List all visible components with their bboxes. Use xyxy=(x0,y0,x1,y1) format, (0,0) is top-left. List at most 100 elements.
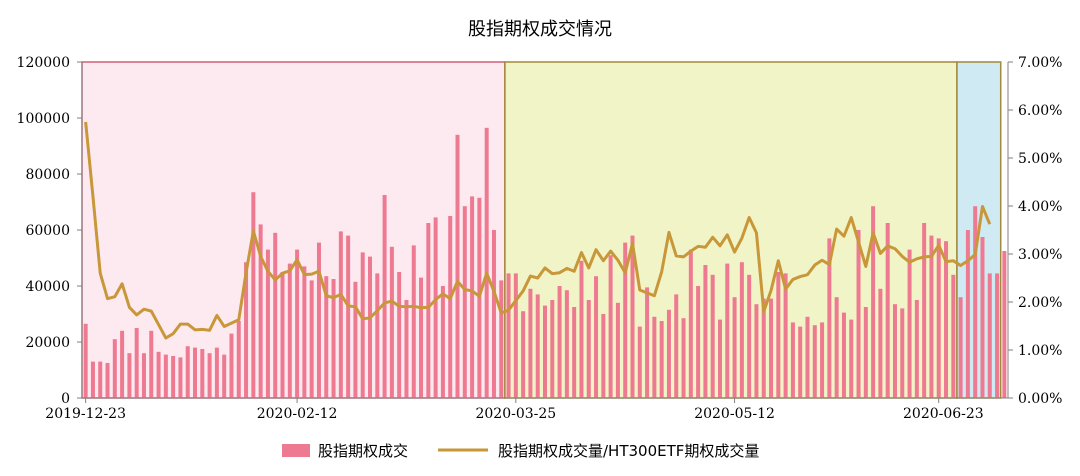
bar-31 xyxy=(309,280,314,398)
bar-106 xyxy=(856,230,861,398)
bar-109 xyxy=(878,288,883,398)
bar-47 xyxy=(426,223,431,398)
bar-117 xyxy=(936,238,941,398)
y-right-tick-label: 7.00% xyxy=(1018,55,1062,71)
y-left-tick-label: 60000 xyxy=(25,223,70,239)
bar-9 xyxy=(149,330,154,398)
bar-30 xyxy=(302,266,307,398)
bar-81 xyxy=(674,294,679,398)
bar-15 xyxy=(193,347,198,398)
bar-62 xyxy=(535,294,540,398)
bar-66 xyxy=(564,290,569,398)
bar-105 xyxy=(849,319,854,398)
bar-5 xyxy=(120,330,125,398)
bar-112 xyxy=(900,308,905,398)
bar-44 xyxy=(404,300,409,398)
bar-45 xyxy=(411,245,416,398)
y-left-tick-label: 40000 xyxy=(25,279,70,295)
bar-94 xyxy=(769,298,774,398)
bar-68 xyxy=(579,260,584,398)
bar-14 xyxy=(185,346,190,398)
chart-title: 股指期权成交情况 xyxy=(468,19,612,40)
bar-18 xyxy=(214,347,219,398)
bar-49 xyxy=(440,286,445,398)
bar-4 xyxy=(112,339,117,398)
bar-58 xyxy=(506,273,511,398)
bar-72 xyxy=(608,255,613,398)
bar-29 xyxy=(295,249,300,398)
bar-57 xyxy=(499,280,504,398)
bar-11 xyxy=(163,354,168,398)
bar-110 xyxy=(885,223,890,398)
bar-19 xyxy=(222,354,227,398)
bar-124 xyxy=(987,273,992,398)
y-left-tick-label: 120000 xyxy=(17,55,70,71)
bar-118 xyxy=(944,241,949,398)
bar-27 xyxy=(280,272,285,398)
bar-88 xyxy=(725,263,730,398)
bar-99 xyxy=(805,316,810,398)
legend: 股指期权成交 股指期权成交量/HT300ETF期权成交量 xyxy=(282,442,759,460)
bar-111 xyxy=(892,304,897,398)
bar-21 xyxy=(236,321,241,398)
bar-54 xyxy=(477,197,482,398)
bar-1 xyxy=(90,361,95,398)
bar-48 xyxy=(433,217,438,398)
bar-40 xyxy=(375,273,380,398)
bar-36 xyxy=(346,235,351,398)
bar-108 xyxy=(871,206,876,398)
bar-50 xyxy=(448,216,453,398)
bar-67 xyxy=(572,307,577,398)
bar-102 xyxy=(827,238,832,398)
bar-79 xyxy=(659,321,664,398)
bar-8 xyxy=(141,353,146,398)
bar-116 xyxy=(929,235,934,398)
bar-0 xyxy=(83,323,88,398)
bar-43 xyxy=(397,272,402,398)
bar-53 xyxy=(470,196,475,398)
y-right-tick-label: 0.00% xyxy=(1018,391,1062,407)
bar-93 xyxy=(761,298,766,398)
bar-84 xyxy=(696,286,701,398)
y-left-tick-label: 20000 xyxy=(25,335,70,351)
bar-39 xyxy=(368,256,373,398)
bar-24 xyxy=(258,224,263,398)
bar-82 xyxy=(681,318,686,398)
bar-101 xyxy=(820,322,825,398)
bar-89 xyxy=(732,297,737,398)
background-regions xyxy=(81,61,1002,399)
bar-20 xyxy=(229,333,234,398)
y-right-tick-label: 1.00% xyxy=(1018,343,1062,359)
bar-95 xyxy=(776,272,781,398)
y-right-tick-label: 6.00% xyxy=(1018,103,1062,119)
bar-120 xyxy=(958,297,963,398)
y-left-tick-label: 0 xyxy=(61,391,70,407)
bar-23 xyxy=(251,192,256,398)
bar-123 xyxy=(980,237,985,398)
y-left-tick-label: 80000 xyxy=(25,167,70,183)
bar-69 xyxy=(586,300,591,398)
axes: 0 20000 40000 60000 80000 100000 120000 0.00% 1.… xyxy=(17,55,1063,422)
bar-87 xyxy=(717,319,722,398)
x-tick-label: 2019-12-23 xyxy=(45,406,126,422)
bar-113 xyxy=(907,249,912,398)
bar-91 xyxy=(747,274,752,398)
bar-17 xyxy=(207,353,212,398)
bar-97 xyxy=(790,322,795,398)
bar-114 xyxy=(914,300,919,398)
bar-86 xyxy=(710,274,715,398)
legend-bar-label: 股指期权成交 xyxy=(318,442,408,460)
bar-63 xyxy=(542,305,548,398)
bar-55 xyxy=(484,127,489,399)
bar-61 xyxy=(528,288,533,398)
bar-76 xyxy=(637,326,642,398)
x-tick-label: 2020-02-12 xyxy=(257,406,338,422)
bar-10 xyxy=(156,351,161,398)
y-left-tick-label: 100000 xyxy=(17,111,70,127)
bar-119 xyxy=(951,274,956,398)
bar-34 xyxy=(331,279,336,398)
bar-121 xyxy=(965,230,970,398)
bar-33 xyxy=(324,276,329,398)
bar-35 xyxy=(338,231,343,398)
y-right-tick-label: 5.00% xyxy=(1018,151,1062,167)
